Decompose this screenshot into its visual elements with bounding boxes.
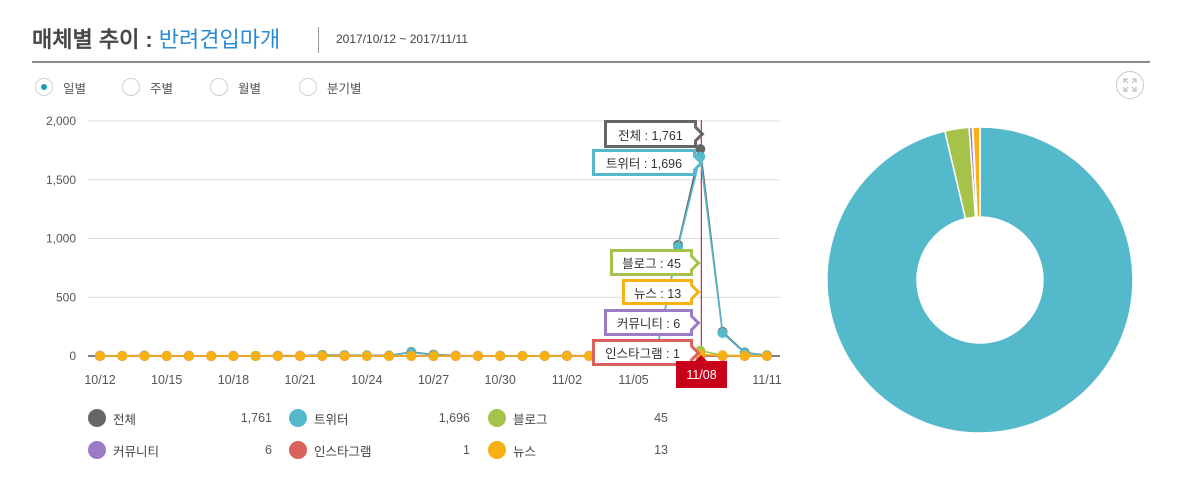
data-point[interactable]	[739, 350, 750, 361]
x-tick-label: 10/24	[351, 373, 382, 387]
data-point[interactable]	[95, 351, 105, 361]
donut-slice-뉴스[interactable]	[972, 126, 981, 218]
y-tick-label: 500	[56, 290, 76, 304]
tooltip-total: 전체 : 1,761	[604, 120, 697, 148]
x-tick-label: 11/11	[752, 373, 781, 387]
radio-weekly[interactable]: 주별	[122, 77, 173, 97]
data-point[interactable]	[361, 351, 372, 361]
expand-icon	[1123, 78, 1137, 92]
y-tick-label: 2,000	[46, 114, 76, 128]
legend-dot	[289, 409, 307, 427]
data-point[interactable]	[762, 351, 772, 361]
radio-circle[interactable]	[299, 78, 317, 96]
data-point[interactable]	[339, 351, 350, 361]
data-point[interactable]	[717, 327, 728, 338]
data-point[interactable]	[228, 351, 239, 361]
data-point[interactable]	[472, 351, 483, 361]
donut-slice-트위터[interactable]	[826, 126, 1134, 434]
tooltip-news: 뉴스 : 13	[622, 279, 693, 305]
data-point[interactable]	[384, 351, 395, 361]
data-point[interactable]	[428, 351, 439, 361]
legend-value: 45	[654, 411, 668, 425]
radio-circle[interactable]	[35, 78, 53, 96]
legend-dot	[488, 409, 506, 427]
legend-item-news[interactable]: 뉴스 13	[488, 440, 668, 460]
legend-value: 1,696	[438, 411, 470, 425]
header-rule	[32, 61, 1150, 63]
data-point[interactable]	[561, 351, 572, 361]
radio-label: 일별	[63, 81, 87, 96]
legend-item-community[interactable]: 커뮤니티 6	[88, 440, 272, 460]
date-range: 2017/10/12 ~ 2017/11/11	[336, 32, 469, 46]
data-point[interactable]	[495, 351, 506, 361]
data-point[interactable]	[206, 351, 217, 361]
legend-label: 뉴스	[513, 444, 537, 459]
legend-label: 커뮤니티	[113, 444, 160, 459]
data-point[interactable]	[450, 351, 461, 361]
header-divider	[318, 27, 319, 53]
legend-dot	[488, 441, 506, 459]
data-point[interactable]	[250, 351, 261, 361]
x-tick-label: 10/18	[218, 373, 249, 387]
data-point[interactable]	[272, 351, 283, 361]
data-point[interactable]	[406, 351, 417, 361]
tooltip-blog: 블로그 : 45	[610, 249, 693, 276]
x-tick-label: 10/15	[151, 373, 182, 387]
y-tick-label: 1,000	[46, 232, 76, 246]
data-point[interactable]	[695, 144, 706, 155]
legend-value: 1,761	[240, 411, 272, 425]
legend-value: 6	[265, 443, 272, 457]
data-point[interactable]	[161, 351, 172, 361]
page-title: 매체별 추이 : 반려견입마개	[32, 25, 280, 55]
legend-label: 인스타그램	[314, 444, 372, 459]
radio-circle[interactable]	[210, 78, 228, 96]
y-tick-label: 1,500	[46, 173, 76, 187]
data-point[interactable]	[139, 351, 150, 361]
data-point[interactable]	[295, 351, 306, 361]
radio-daily[interactable]: 일별	[35, 77, 86, 97]
legend-dot	[88, 441, 106, 459]
legend-label: 블로그	[513, 412, 548, 427]
radio-label: 주별	[150, 81, 174, 96]
x-tick-label: 10/21	[284, 373, 315, 387]
legend-item-total[interactable]: 전체 1,761	[88, 408, 272, 428]
legend-label: 트위터	[314, 412, 349, 427]
tooltip-instagram: 인스타그램 : 1	[592, 339, 693, 366]
x-tick-label: 11/02	[552, 373, 582, 387]
legend-value: 13	[654, 443, 668, 457]
donut-chart[interactable]	[820, 120, 1140, 440]
data-point[interactable]	[517, 351, 528, 361]
tooltip-community: 커뮤니티 : 6	[604, 309, 693, 336]
keyword: 반려견입마개	[158, 27, 281, 52]
data-point[interactable]	[317, 351, 328, 361]
x-tick-label: 10/30	[485, 373, 516, 387]
tooltip-twitter: 트위터 : 1,696	[592, 149, 696, 176]
radio-circle[interactable]	[122, 78, 140, 96]
radio-monthly[interactable]: 월별	[210, 77, 261, 97]
x-tick-label: 10/27	[418, 373, 449, 387]
legend-item-instagram[interactable]: 인스타그램 1	[289, 440, 470, 460]
title-prefix: 매체별 추이 :	[32, 27, 153, 52]
selected-date-tag: 11/08	[676, 355, 727, 388]
data-point[interactable]	[183, 351, 194, 361]
legend-value: 1	[463, 443, 470, 457]
data-point[interactable]	[539, 351, 550, 361]
radio-label: 분기별	[327, 81, 362, 96]
legend-dot	[88, 409, 106, 427]
legend-item-twitter[interactable]: 트위터 1,696	[289, 408, 470, 428]
legend-label: 전체	[113, 412, 137, 427]
legend-dot	[289, 441, 307, 459]
x-tick-label: 10/12	[84, 373, 115, 387]
data-point[interactable]	[717, 350, 728, 361]
data-point[interactable]	[117, 351, 128, 361]
radio-quarterly[interactable]: 분기별	[299, 77, 362, 97]
x-tick-label: 11/05	[618, 373, 648, 387]
expand-button[interactable]	[1116, 71, 1144, 99]
radio-label: 월별	[238, 81, 262, 96]
legend-item-blog[interactable]: 블로그 45	[488, 408, 668, 428]
y-tick-label: 0	[69, 349, 76, 363]
